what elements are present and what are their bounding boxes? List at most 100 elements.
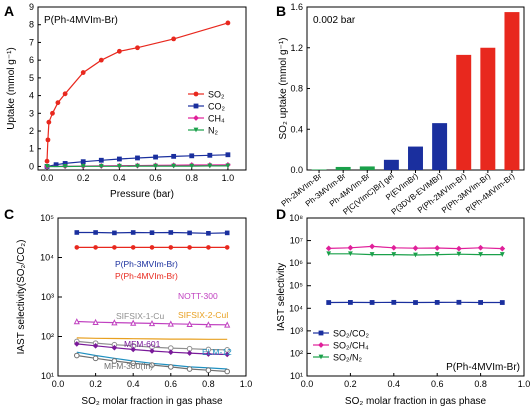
panel-c-point-2 bbox=[167, 320, 174, 327]
panel-a-y-tick-label: 3 bbox=[29, 108, 34, 118]
panel-d-x-tick-label: 0.6 bbox=[431, 379, 444, 389]
panel-a-y-tick-label: 5 bbox=[29, 73, 34, 83]
panel-a-y-tick-label: 6 bbox=[29, 55, 34, 65]
panel-c-point-0 bbox=[93, 230, 98, 235]
panel-c-series-label-1: P(Ph-4MVIm-Br) bbox=[115, 271, 178, 281]
panel-c-y-axis-label: IAST selectivity(SO₂/CO₂) bbox=[16, 240, 27, 355]
panel-c-y-tick-label: 10⁴ bbox=[40, 253, 54, 263]
panel-c-point-0 bbox=[206, 230, 211, 236]
panel-a-frame bbox=[37, 6, 247, 171]
panel-c-x-tick-label: 0.8 bbox=[202, 379, 215, 389]
panel-c-point-1 bbox=[206, 245, 211, 250]
panel-a-point-0 bbox=[171, 36, 177, 42]
panel-b-bar-8 bbox=[504, 12, 520, 170]
panel-a-point-3 bbox=[80, 163, 86, 169]
panel-d-point-2 bbox=[326, 251, 332, 257]
panel-a-point-3 bbox=[44, 164, 50, 169]
panel-a-y-tick-label: 4 bbox=[29, 91, 34, 101]
panel-d-point-2 bbox=[369, 252, 375, 257]
panel-a-point-1 bbox=[207, 152, 213, 158]
panel-c-point-7 bbox=[149, 362, 155, 368]
panel-d-legend-marker-1 bbox=[318, 342, 324, 348]
panel-d-point-2 bbox=[499, 252, 505, 257]
panel-a-y-tick-label: 0 bbox=[29, 161, 34, 171]
panel-d-point-1 bbox=[390, 244, 397, 251]
panel-a-point-1 bbox=[98, 157, 104, 163]
panel-d-point-1 bbox=[325, 245, 332, 252]
panel-a-point-0 bbox=[135, 45, 140, 51]
panel-a-point-0 bbox=[44, 158, 50, 164]
panel-c-point-1 bbox=[112, 245, 117, 250]
panel-d-point-2 bbox=[456, 251, 462, 257]
panel-a-point-0 bbox=[98, 57, 104, 63]
panel-d-x-axis-label: SO₂ molar fraction in gas phase bbox=[345, 396, 487, 407]
panel-c-series-label-4: SIFSIX-1-Cu bbox=[116, 311, 164, 321]
panel-a-point-0 bbox=[116, 48, 122, 54]
panel-c-point-5 bbox=[224, 351, 230, 358]
panel-c-point-7 bbox=[74, 352, 80, 359]
panel-c-point-1 bbox=[224, 245, 230, 250]
panel-c-x-axis-label: SO₂ molar fraction in gas phase bbox=[81, 396, 223, 407]
panel-a-y-axis-label: Uptake (mmol g⁻¹) bbox=[6, 47, 17, 130]
panel-c-point-2 bbox=[92, 318, 99, 326]
panel-c-point-5 bbox=[149, 348, 155, 354]
panel-d-point-0 bbox=[391, 299, 397, 305]
panel-a-point-1 bbox=[53, 162, 59, 168]
panel-label-b: B bbox=[276, 3, 286, 19]
panel-d-point-1 bbox=[412, 245, 419, 252]
panel-a-legend-marker-2 bbox=[193, 115, 199, 121]
panel-label-a: A bbox=[4, 3, 14, 19]
panel-b-bar-2 bbox=[359, 166, 375, 170]
panel-d-point-1 bbox=[347, 244, 354, 251]
panel-a-y-tick-label: 1 bbox=[29, 144, 34, 154]
panel-c-point-7 bbox=[205, 367, 212, 374]
panel-d-x-tick-label: 0.0 bbox=[301, 379, 314, 389]
panel-a-point-1 bbox=[116, 156, 122, 162]
panel-c-point-1 bbox=[130, 245, 136, 250]
panel-a-point-0 bbox=[62, 91, 68, 97]
panel-c-point-7 bbox=[130, 360, 136, 367]
panel-a-legend-marker-0 bbox=[193, 91, 199, 97]
panel-a-x-tick-label: 0.4 bbox=[113, 173, 126, 183]
panel-c-point-2 bbox=[186, 320, 193, 327]
panel-a-annotation: P(Ph-4MVIm-Br) bbox=[44, 15, 118, 26]
panel-b-y-tick-label: 0.0 bbox=[290, 165, 303, 175]
panel-a-point-0 bbox=[50, 110, 55, 116]
panel-a-point-1 bbox=[171, 153, 177, 159]
panel-a-point-3 bbox=[153, 163, 158, 169]
panel-d-x-tick-label: 1.0 bbox=[518, 379, 531, 389]
panel-a-point-0 bbox=[46, 119, 52, 125]
panel-c-point-5 bbox=[111, 344, 118, 351]
panel-c-series-label-6: ELM-12 bbox=[202, 347, 232, 357]
panel-c-point-7 bbox=[92, 355, 99, 362]
panel-c-point-5 bbox=[168, 349, 174, 356]
panel-d-y-tick-label: 10⁷ bbox=[290, 236, 303, 246]
panel-a-point-1 bbox=[135, 155, 140, 161]
panel-d-y-tick-label: 10⁸ bbox=[289, 213, 303, 223]
panel-c-point-1 bbox=[187, 245, 192, 250]
panel-d-point-0 bbox=[499, 300, 505, 305]
panel-d-y-tick-label: 10² bbox=[290, 348, 303, 358]
panel-a-point-1 bbox=[225, 152, 231, 158]
panel-c-y-tick-label: 10³ bbox=[41, 292, 54, 302]
panel-c-point-0 bbox=[187, 230, 192, 236]
panel-c-x-tick-label: 1.0 bbox=[240, 379, 253, 389]
panel-c-point-2 bbox=[205, 321, 212, 328]
panel-d-point-0 bbox=[369, 300, 375, 305]
panel-c-x-tick-label: 0.6 bbox=[165, 379, 178, 389]
panel-a-y-tick-label: 7 bbox=[29, 37, 34, 47]
panel-b-annotation: 0.002 bar bbox=[313, 15, 356, 26]
panel-d-point-2 bbox=[391, 252, 397, 257]
panel-b-bar-7 bbox=[480, 47, 496, 170]
panel-d-point-1 bbox=[369, 243, 375, 250]
panel-c-series-label-2: NOTT-300 bbox=[178, 291, 218, 301]
panel-c-point-0 bbox=[149, 230, 155, 235]
panel-b-y-axis-label: SO₂ uptake (mmol g⁻¹) bbox=[278, 38, 289, 140]
panel-c-point-0 bbox=[168, 230, 174, 235]
panel-c-point-2 bbox=[224, 321, 231, 328]
panel-d-legend-entry-0: SO₂/CO₂ bbox=[333, 329, 369, 339]
panel-d-y-tick-label: 10⁶ bbox=[289, 258, 303, 268]
panel-a-y-tick-label: 8 bbox=[29, 20, 34, 30]
panel-d-legend-marker-2 bbox=[318, 354, 324, 360]
